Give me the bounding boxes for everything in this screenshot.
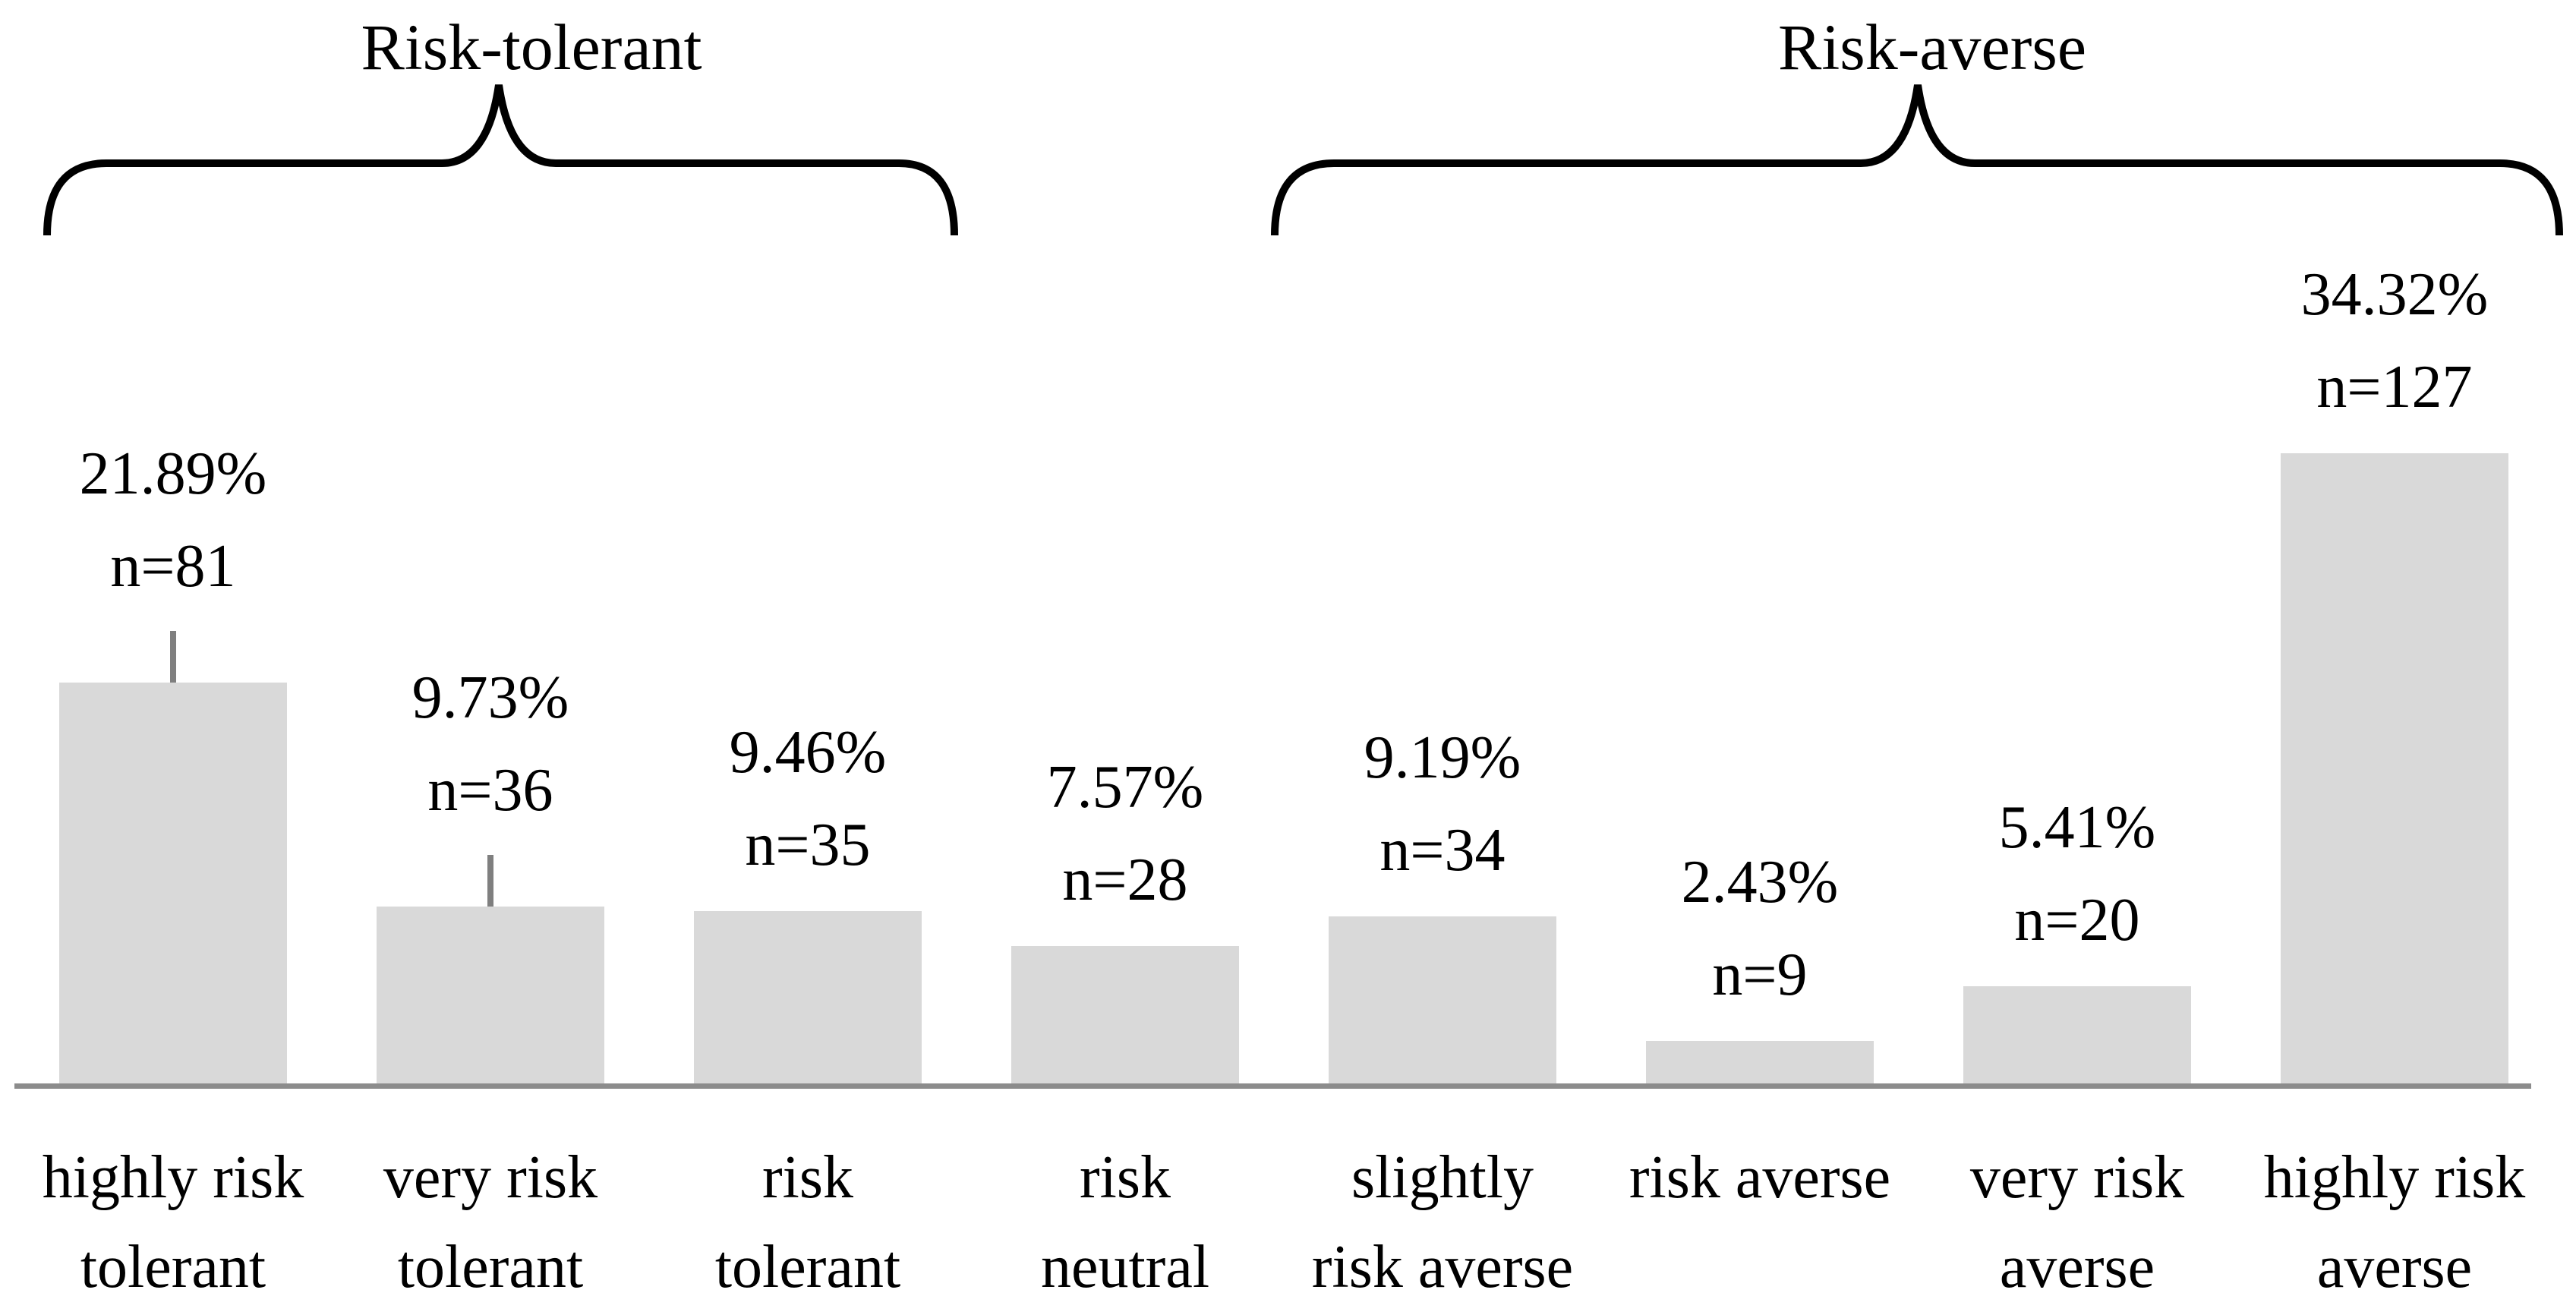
category-label-line: highly risk [42, 1144, 304, 1211]
x-axis-line [14, 1083, 2531, 1089]
category-label-line: slightly [1351, 1144, 1534, 1211]
bar-percent-text: 9.46% [729, 719, 887, 786]
bar [2281, 453, 2508, 1086]
category-label-line: risk averse [1629, 1144, 1891, 1211]
category-label: very risk averse [1970, 1133, 2184, 1312]
bar-value-label: 34.32% n=127 [2301, 248, 2489, 434]
bar-count-text: n=34 [1379, 817, 1506, 884]
group-label-risk-tolerant: Risk-tolerant [361, 11, 702, 84]
category-label-line: very risk [383, 1144, 598, 1211]
bar-percent-text: 9.19% [1364, 724, 1521, 791]
bar [1963, 986, 2191, 1086]
leader-tick [487, 855, 493, 907]
category-label-line: risk [1079, 1144, 1171, 1211]
bar-value-label: 21.89% n=81 [80, 427, 267, 613]
category-label-line: very risk [1969, 1144, 2185, 1211]
bar [377, 907, 604, 1086]
bar-value-label: 9.46% n=35 [730, 706, 887, 891]
category-label: slightly risk averse [1312, 1133, 1573, 1312]
bar [1011, 946, 1239, 1086]
bar-percent-text: 21.89% [79, 440, 267, 507]
bar-value-label: 7.57% n=28 [1047, 741, 1204, 926]
bar-value-label: 9.19% n=34 [1364, 711, 1521, 897]
bar-count-text: n=20 [2014, 887, 2140, 954]
bar-count-text: n=9 [1712, 941, 1808, 1008]
bar-percent-text: 9.73% [411, 664, 569, 731]
bar-percent-text: 5.41% [1998, 794, 2156, 861]
category-label-line: tolerant [397, 1234, 584, 1301]
bar [1646, 1041, 1874, 1086]
risk-averse-brace [1271, 84, 2563, 236]
bar-count-text: n=81 [110, 533, 236, 600]
group-label-risk-averse: Risk-averse [1778, 11, 2086, 84]
bar-count-text: n=28 [1062, 847, 1188, 913]
category-label-line: risk averse [1311, 1234, 1574, 1301]
bar-percent-text: 34.32% [2300, 261, 2489, 328]
bar-count-text: n=127 [2316, 354, 2473, 421]
bar-percent-text: 2.43% [1681, 849, 1839, 916]
category-label-line: tolerant [714, 1234, 901, 1301]
leader-tick [170, 631, 176, 683]
bar [59, 683, 287, 1086]
group-braces [43, 84, 2563, 236]
category-label: risk averse [1629, 1133, 1890, 1222]
bar-count-text: n=36 [427, 757, 553, 824]
category-label-line: tolerant [80, 1234, 266, 1301]
category-label-line: highly risk [2263, 1144, 2526, 1211]
bar-value-label: 5.41% n=20 [1999, 781, 2156, 967]
risk-tolerant-brace [43, 84, 958, 236]
category-label-line: risk [762, 1144, 853, 1211]
category-label: risk neutral [1041, 1133, 1209, 1312]
category-label: risk tolerant [715, 1133, 900, 1312]
category-label: very risk tolerant [383, 1133, 597, 1312]
bar-value-label: 9.73% n=36 [412, 651, 569, 837]
bar [1329, 916, 1556, 1086]
category-label: highly risk averse [2264, 1133, 2525, 1312]
bar-value-label: 2.43% n=9 [1682, 836, 1839, 1021]
bar-count-text: n=35 [745, 812, 871, 878]
category-label: highly risk tolerant [43, 1133, 304, 1312]
category-label-line: averse [1999, 1234, 2155, 1301]
bar [694, 911, 922, 1086]
bar-percent-text: 7.57% [1046, 754, 1204, 821]
category-label-line: neutral [1040, 1234, 1210, 1301]
category-label-line: averse [2316, 1234, 2473, 1301]
